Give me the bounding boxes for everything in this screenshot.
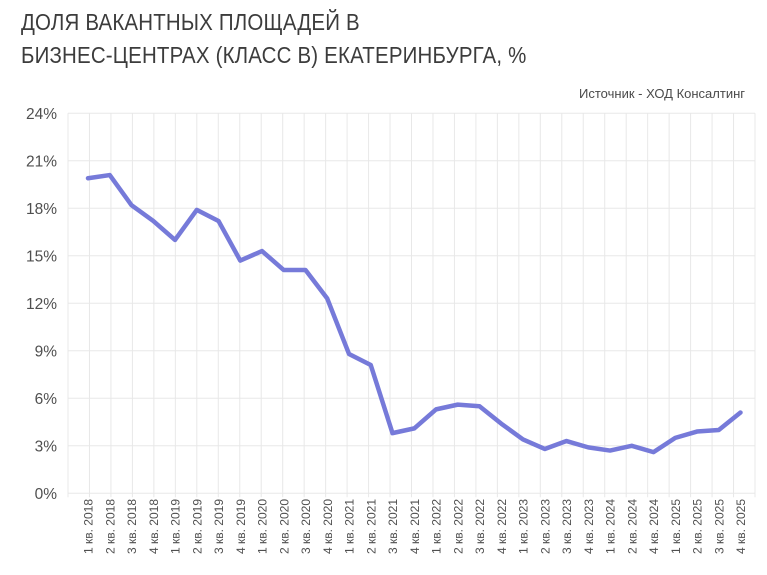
y-axis-label: 6% xyxy=(35,391,58,408)
y-axis-label: 21% xyxy=(26,153,57,170)
x-axis-label: 2 кв. 2018 xyxy=(103,499,117,554)
x-axis-label: 4 кв. 2024 xyxy=(647,499,661,554)
gridlines xyxy=(67,112,756,498)
x-axis-label: 2 кв. 2024 xyxy=(625,499,639,554)
x-axis-label: 2 кв. 2023 xyxy=(538,499,552,554)
x-axis-label: 3 кв. 2023 xyxy=(560,499,574,554)
y-axis-label: 12% xyxy=(26,296,57,313)
y-axis-label: 0% xyxy=(35,486,58,503)
y-axis-label: 3% xyxy=(35,438,58,455)
x-axis-label: 4 кв. 2023 xyxy=(582,499,596,554)
x-axis-label: 4 кв. 2018 xyxy=(147,499,161,554)
x-axis-label: 4 кв. 2025 xyxy=(734,499,748,554)
x-axis-label: 2 кв. 2021 xyxy=(364,499,378,554)
x-axis-label: 4 кв. 2022 xyxy=(495,499,509,554)
x-axis-label: 1 кв. 2024 xyxy=(604,499,618,554)
x-axis-label: 2 кв. 2022 xyxy=(451,499,465,554)
y-axis-label: 9% xyxy=(35,343,58,360)
data-line xyxy=(85,172,743,455)
x-axis-label: 1 кв. 2020 xyxy=(256,499,270,554)
y-axis-label: 24% xyxy=(26,106,57,123)
x-axis-label: 3 кв. 2021 xyxy=(386,499,400,554)
x-axis-label: 2 кв. 2025 xyxy=(691,499,705,554)
x-axis-label: 4 кв. 2019 xyxy=(234,499,248,554)
x-axis-label: 2 кв. 2020 xyxy=(277,499,291,554)
x-axis-label: 3 кв. 2025 xyxy=(712,499,726,554)
x-axis-label: 3 кв. 2020 xyxy=(299,499,313,554)
x-axis-label: 1 кв. 2023 xyxy=(517,499,531,554)
x-axis-label: 1 кв. 2022 xyxy=(430,499,444,554)
y-axis-label: 18% xyxy=(26,201,57,218)
x-axis-label: 1 кв. 2019 xyxy=(169,499,183,554)
x-axis-label: 1 кв. 2025 xyxy=(669,499,683,554)
x-axis-label: 1 кв. 2021 xyxy=(343,499,357,554)
x-axis-label: 4 кв. 2020 xyxy=(321,499,335,554)
source-credit: Источник - ХОД Консалтинг xyxy=(579,86,745,101)
x-axis-label: 3 кв. 2019 xyxy=(212,499,226,554)
x-axis-label: 1 кв. 2018 xyxy=(82,499,96,554)
chart-title-line1: ДОЛЯ ВАКАНТНЫХ ПЛОЩАДЕЙ В xyxy=(21,9,360,35)
chart-title: ДОЛЯ ВАКАНТНЫХ ПЛОЩАДЕЙ В БИЗНЕС-ЦЕНТРАХ… xyxy=(21,6,527,72)
x-axis-label: 3 кв. 2022 xyxy=(473,499,487,554)
x-axis-label: 4 кв. 2021 xyxy=(408,499,422,554)
x-axis-label: 2 кв. 2019 xyxy=(190,499,204,554)
chart-title-line2: БИЗНЕС-ЦЕНТРАХ (КЛАСС B) ЕКАТЕРИНБУРГА, … xyxy=(21,42,527,68)
x-axis-label: 3 кв. 2018 xyxy=(125,499,139,554)
y-axis-label: 15% xyxy=(26,248,57,265)
